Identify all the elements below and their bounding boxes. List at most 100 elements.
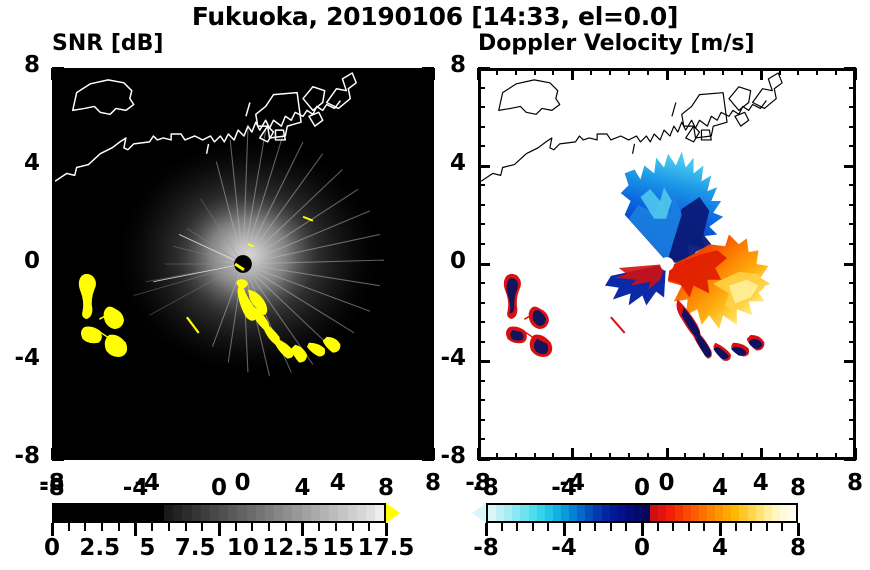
colorbar-swatch [109,505,119,521]
x-tick-label: -8 [465,470,491,496]
x-minor-tick [108,453,111,460]
x-minor-tick-top [514,68,517,75]
y-major-tick-right [422,67,434,70]
colorbar-swatch [375,505,385,521]
colorbar-swatch [609,505,618,521]
colorbar-major-tick [484,523,488,536]
x-minor-tick [260,453,263,460]
y-minor-tick [478,223,485,226]
colorbar-swatch [274,505,284,521]
doppler-plot-area[interactable] [478,68,856,460]
colorbar-bottom-label: 5 [139,535,156,561]
colorbar-swatch [706,505,716,521]
y-minor-tick [478,125,485,128]
colorbar-swatch [642,505,651,521]
x-minor-tick [279,453,282,460]
colorbar-top-label: -4 [551,475,577,501]
x-major-tick-top [571,68,575,80]
colorbar-swatch [219,505,229,521]
x-major-tick-top [432,68,435,80]
colorbar-swatch [356,505,366,521]
colorbar-swatch [658,505,667,521]
colorbar-swatch [246,505,256,521]
x-minor-tick [70,453,73,460]
colorbar-swatch [520,505,529,521]
x-minor-tick-top [703,68,706,75]
colorbar-major-tick [640,523,644,536]
colorbar-minor-tick [251,523,254,531]
colorbar-swatch [209,505,220,521]
y-minor-tick-right [427,340,434,343]
x-minor-tick [89,453,92,460]
colorbar-swatch [715,505,724,521]
x-minor-tick-top [374,68,377,75]
x-minor-tick-top [552,68,555,75]
colorbar-swatch [771,505,780,521]
x-minor-tick [590,453,593,460]
colorbar-swatch [698,505,707,521]
snr-plot-area[interactable] [52,68,434,460]
y-major-tick [52,67,64,70]
x-minor-tick [495,453,498,460]
x-minor-tick [816,453,819,460]
colorbar-minor-tick [101,523,104,531]
y-tick-label: -4 [14,345,40,372]
colorbar-swatch [512,505,521,521]
y-minor-tick [52,340,59,343]
colorbar-minor-tick [151,523,154,531]
colorbar-major-tick [50,523,54,536]
x-tick-label: 8 [424,470,441,496]
x-major-tick-top [477,68,480,80]
colorbar-minor-tick [609,523,612,531]
y-minor-tick-right [849,399,856,402]
y-minor-tick [52,301,59,304]
x-minor-tick [203,453,206,460]
colorbar-major-tick [562,523,566,536]
y-minor-tick [52,86,59,89]
y-minor-tick-right [427,223,434,226]
colorbar-bottom-label: 2.5 [79,535,121,561]
x-major-tick-top [241,68,245,80]
colorbar-minor-tick [750,523,753,531]
x-minor-tick [514,453,517,460]
x-major-tick [432,448,435,460]
snr-colorbar-gradient [52,503,386,523]
x-minor-tick [222,453,225,460]
x-major-tick-top [336,68,340,80]
colorbar-minor-tick [703,523,706,531]
snr-colorbar[interactable]: -8 -4 0 4 8 0 2.5 5 7.5 10 12.5 15 17.5 [39,475,414,561]
x-tick-label: 0 [658,470,675,496]
x-major-tick-top [146,68,150,80]
x-minor-tick [393,453,396,460]
y-minor-tick-right [427,301,434,304]
x-minor-tick [184,453,187,460]
x-minor-tick [703,453,706,460]
colorbar-swatch [145,505,155,521]
colorbar-swatch [63,505,73,521]
colorbar-swatch [504,505,513,521]
doppler-panel-subtitle: Doppler Velocity [m/s] [478,31,755,56]
y-minor-tick-right [849,145,856,148]
colorbar-minor-tick [334,523,337,531]
x-minor-tick-top [184,68,187,75]
colorbar-minor-tick [500,523,503,531]
doppler-colorbar[interactable]: -8 -4 0 4 8 -8 -4 0 4 8 [472,475,812,561]
x-major-tick [241,448,245,460]
y-minor-tick-right [427,86,434,89]
colorbar-major-tick [718,523,722,536]
x-minor-tick [298,453,301,460]
colorbar-major-tick [796,523,800,536]
colorbar-swatch [200,505,210,521]
colorbar-top-label: -8 [473,475,499,501]
x-tick-label: 4 [329,470,346,496]
x-minor-tick-top [127,68,130,75]
colorbar-minor-tick [656,523,659,531]
x-minor-tick-top [70,68,73,75]
colorbar-swatch [755,505,764,521]
y-minor-tick [478,242,485,245]
y-minor-tick [478,340,485,343]
y-major-tick-right [844,360,856,364]
x-minor-tick-top [393,68,396,75]
colorbar-right-arrow-outline-icon [798,503,812,523]
y-major-tick [478,262,490,266]
